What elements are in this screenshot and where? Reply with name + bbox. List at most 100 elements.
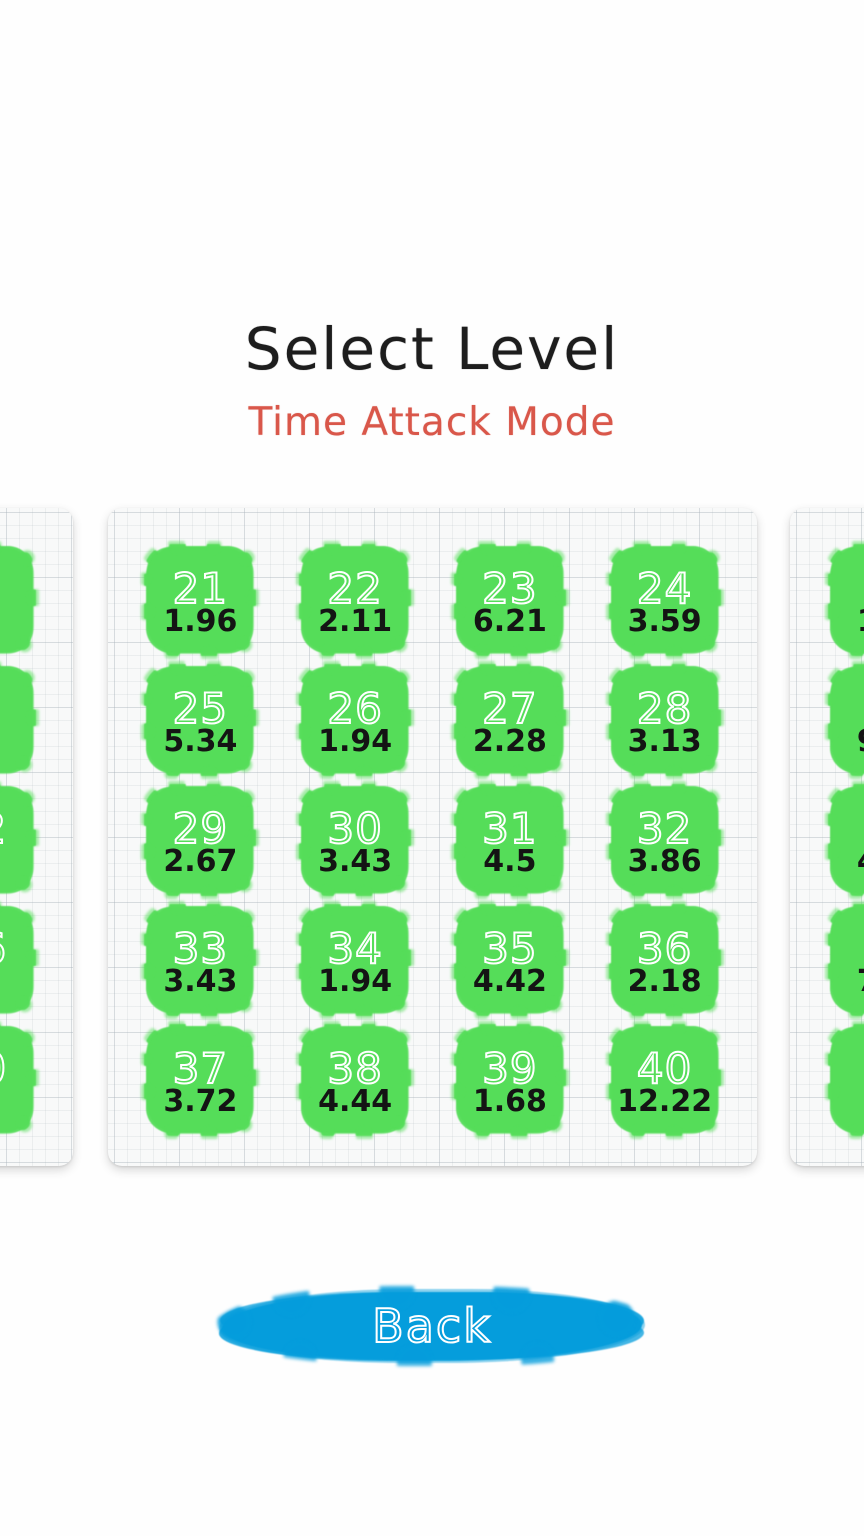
level-best-time: 1.68 [472,1084,547,1119]
level-cell[interactable]: 35 4.42 [436,900,585,1020]
tile-brush-shape [144,904,257,1016]
level-number: 22 [326,564,383,613]
level-cell[interactable]: 39 1.68 [436,1020,585,1140]
level-cell[interactable]: 24 3.59 [590,540,739,660]
level-cell[interactable]: 4 1.8 [808,540,864,660]
level-cell[interactable]: 34 1.94 [281,900,430,1020]
level-cell[interactable]: 4 9.0 [808,660,864,780]
level-cell[interactable]: 5 7.4 [808,900,864,1020]
level-tile[interactable]: 20 66 [0,1024,36,1136]
level-cell[interactable]: 21 1.96 [126,540,275,660]
level-best-time: 7.4 [857,967,864,997]
level-cell[interactable]: 28 3.13 [590,660,739,780]
level-tile[interactable]: 34 1.94 [299,904,412,1016]
level-panel-previous[interactable]: 4 38 8 12 [0,508,73,1166]
level-tile[interactable]: 26 1.94 [299,664,412,776]
level-cell[interactable]: 23 6.21 [436,540,585,660]
level-tile[interactable]: 25 5.34 [144,664,257,776]
level-tile[interactable]: 4 38 [0,544,36,656]
tile-brush-shape [299,664,412,776]
level-cell[interactable]: 30 3.43 [281,780,430,900]
level-cell[interactable]: 22 2.11 [281,540,430,660]
level-cell[interactable]: 32 3.86 [590,780,739,900]
tile-brush-shape [608,664,721,776]
level-tile[interactable]: 36 2.18 [608,904,721,1016]
level-grid-next: 4 1.8 4 9.0 [790,508,864,1166]
tile-brush-shape [299,904,412,1016]
level-panel-next[interactable]: 4 1.8 4 9.0 [790,508,864,1166]
level-tile[interactable]: 37 3.72 [144,1024,257,1136]
level-number: 40 [636,1044,693,1093]
level-best-time: 6.21 [472,604,547,639]
level-cell[interactable]: 27 2.28 [436,660,585,780]
level-tile[interactable]: 28 3.13 [608,664,721,776]
level-cell[interactable]: 37 3.72 [126,1020,275,1140]
level-tile[interactable]: 29 2.67 [144,784,257,896]
level-cell[interactable]: 4 4.0 [808,780,864,900]
level-best-time: 2.18 [627,964,702,999]
level-cell[interactable]: 33 3.43 [126,900,275,1020]
tile-brush-shape [453,904,566,1016]
level-cell[interactable]: 29 2.67 [126,780,275,900]
level-number: 29 [172,804,229,853]
level-tile[interactable]: 23 6.21 [453,544,566,656]
mode-subtitle: Time Attack Mode [248,400,616,445]
level-tile[interactable]: 38 4.44 [299,1024,412,1136]
level-tile[interactable]: 30 3.43 [299,784,412,896]
tile-brush-shape [299,1024,412,1136]
level-tile[interactable]: 32 3.86 [608,784,721,896]
level-grid-previous: 4 38 8 12 [0,508,73,1166]
level-tile[interactable]: 8 12 [0,664,36,776]
level-cell[interactable]: 40 12.22 [590,1020,739,1140]
level-number: 21 [172,564,229,613]
level-number: 31 [481,804,538,853]
level-tile[interactable]: 5 7.4 [827,904,864,1016]
level-number: 12 [0,807,7,851]
level-tile[interactable]: 4 1.8 [827,544,864,656]
level-cell[interactable]: 5 4. [808,1020,864,1140]
level-tile[interactable]: 4 4.0 [827,784,864,896]
level-tile[interactable]: 39 1.68 [453,1024,566,1136]
level-best-time: 3.59 [627,604,702,639]
level-number: 23 [481,564,538,613]
level-tile[interactable]: 12 98 [0,784,36,896]
level-cell[interactable]: 20 66 [0,1020,55,1140]
level-number: 38 [326,1044,383,1093]
level-number: 27 [481,684,538,733]
level-number: 37 [172,1044,229,1093]
level-panel-carousel[interactable]: 4 38 8 12 [0,508,864,1168]
back-button[interactable]: Back [222,1282,642,1370]
level-number: 16 [0,927,7,971]
level-cell[interactable]: 25 5.34 [126,660,275,780]
level-cell[interactable]: 31 4.5 [436,780,585,900]
level-tile[interactable]: 33 3.43 [144,904,257,1016]
tile-brush-shape [0,544,36,656]
level-grid-active: 21 1.96 22 2.11 23 6.21 [108,508,757,1166]
level-cell[interactable]: 36 2.18 [590,900,739,1020]
level-tile[interactable]: 16 17 [0,904,36,1016]
level-tile[interactable]: 31 4.5 [453,784,566,896]
tile-brush-shape [144,784,257,896]
level-cell[interactable]: 4 38 [0,540,55,660]
level-cell[interactable]: 26 1.94 [281,660,430,780]
level-tile[interactable]: 5 4. [827,1024,864,1136]
tile-brush-shape [0,664,36,776]
level-tile[interactable]: 21 1.96 [144,544,257,656]
level-best-time: 4.5 [483,844,537,879]
level-tile[interactable]: 22 2.11 [299,544,412,656]
level-best-time: 9.0 [857,727,864,757]
level-tile[interactable]: 27 2.28 [453,664,566,776]
tile-brush-shape [453,784,566,896]
level-cell[interactable]: 16 17 [0,900,55,1020]
level-best-time: 3.72 [163,1084,238,1119]
level-cell[interactable]: 38 4.44 [281,1020,430,1140]
level-tile[interactable]: 40 12.22 [608,1024,721,1136]
level-panel-active[interactable]: 21 1.96 22 2.11 23 6.21 [108,508,757,1166]
footer: Back [0,1282,864,1370]
level-tile[interactable]: 24 3.59 [608,544,721,656]
level-tile[interactable]: 35 4.42 [453,904,566,1016]
level-cell[interactable]: 8 12 [0,660,55,780]
level-tile[interactable]: 4 9.0 [827,664,864,776]
level-cell[interactable]: 12 98 [0,780,55,900]
